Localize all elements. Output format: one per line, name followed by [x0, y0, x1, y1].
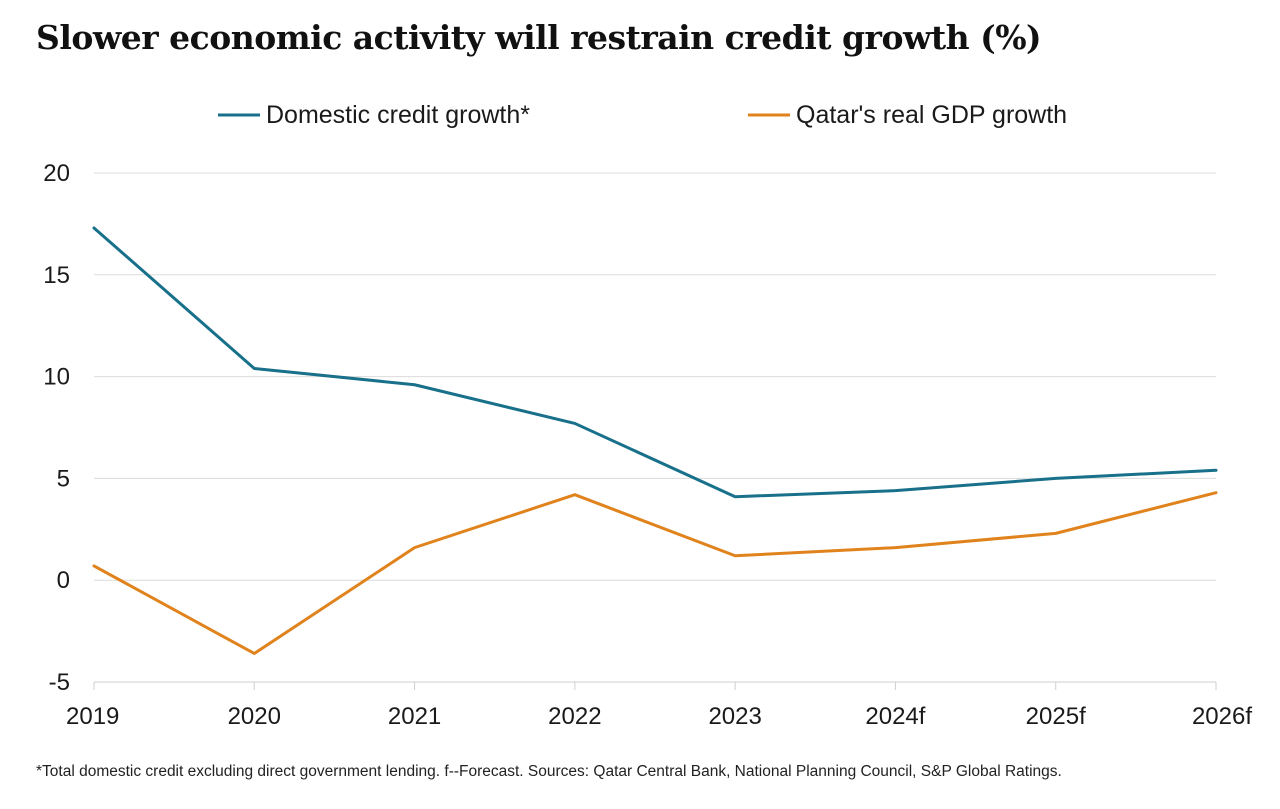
x-tick-label: 2023	[708, 703, 761, 730]
x-axis: 2019 2020 2021 2022 2023 2024f 2025f 2026f	[66, 681, 1252, 730]
legend: Domestic credit growth* Qatar's real GDP …	[218, 101, 1067, 129]
y-axis: -5 0 5 10 15 20	[43, 160, 70, 696]
x-tick-label: 2025f	[1026, 703, 1086, 730]
legend-label: Qatar's real GDP growth	[796, 101, 1067, 129]
x-tick-label: 2021	[388, 703, 441, 730]
series-line-0	[92, 226, 1218, 499]
gridlines	[94, 172, 1216, 581]
x-tick-label: 2020	[228, 703, 281, 730]
legend-label: Domestic credit growth*	[266, 101, 530, 129]
chart-title: Slower economic activity will restrain c…	[36, 18, 1042, 57]
x-tick-label: 2022	[548, 703, 601, 730]
series-layer	[92, 226, 1218, 655]
y-tick-label: 10	[43, 364, 70, 391]
y-tick-label: 15	[43, 262, 70, 289]
series-line-1	[92, 491, 1218, 655]
x-tick-label: 2026f	[1192, 703, 1252, 730]
x-tick-label: 2024f	[865, 703, 925, 730]
y-tick-label: -5	[49, 669, 70, 696]
y-tick-label: 0	[57, 567, 70, 594]
footnote: *Total domestic credit excluding direct …	[36, 763, 1062, 780]
y-tick-label: 5	[57, 465, 70, 492]
x-tick-label: 2019	[66, 703, 119, 730]
y-tick-label: 20	[43, 160, 70, 187]
